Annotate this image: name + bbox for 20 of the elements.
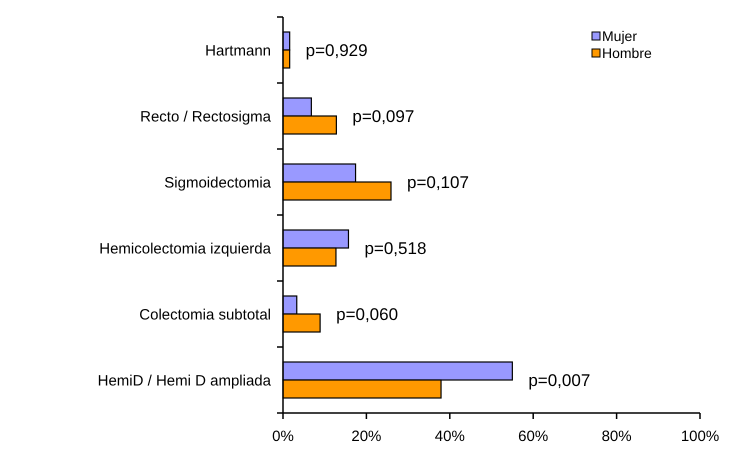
- annotation: p=0,518: [364, 238, 426, 258]
- x-tick-label: 60%: [518, 428, 548, 445]
- y-tick-label: Sigmoidectomia: [164, 174, 272, 192]
- y-tick-label: HemiD / Hemi D ampliada: [98, 372, 272, 390]
- x-tick-label: 0%: [272, 428, 294, 445]
- annotation: p=0,107: [407, 172, 469, 192]
- annotation: p=0,097: [352, 106, 414, 126]
- y-tick-label: Colectomia subtotal: [139, 306, 271, 324]
- annotation: p=0,929: [306, 40, 368, 60]
- annotation: p=0,060: [336, 304, 398, 324]
- y-tick-label: Hemicolectomia izquierda: [99, 240, 272, 258]
- y-tick-label: Hartmann: [205, 42, 271, 60]
- legend-label: Mujer: [602, 28, 638, 44]
- x-tick-label: 40%: [434, 428, 465, 445]
- x-tick-label: 100%: [680, 428, 720, 445]
- x-tick-label: 20%: [351, 428, 382, 445]
- annotation: p=0,007: [528, 370, 590, 390]
- x-tick-label: 80%: [602, 428, 632, 445]
- y-tick-label: Recto / Rectosigma: [140, 108, 272, 126]
- legend-label: Hombre: [602, 44, 652, 61]
